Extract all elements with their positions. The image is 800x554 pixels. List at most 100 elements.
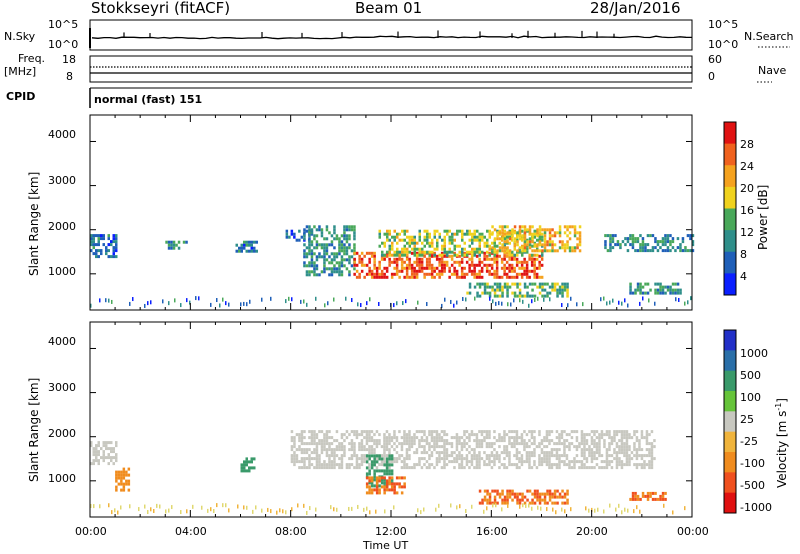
power-cell: [219, 303, 221, 308]
power-cell: [413, 275, 416, 279]
power-cell: [405, 275, 409, 279]
power-cell: [483, 244, 486, 248]
power-cell: [516, 285, 519, 289]
velocity-cell: [654, 491, 657, 495]
velocity-cell: [448, 442, 451, 446]
velocity-cell: [628, 460, 631, 464]
power-cell: [378, 275, 381, 279]
power-cell: [533, 263, 536, 267]
velocity-cell: [448, 460, 451, 464]
velocity-cell: [455, 454, 459, 458]
power-cell: [538, 235, 541, 239]
velocity-cell: [360, 463, 364, 467]
power-cell: [631, 234, 635, 238]
velocity-cell: [418, 457, 421, 461]
velocity-cbar-swatch: [724, 370, 736, 392]
power-cell: [250, 246, 253, 250]
velocity-cell: [310, 433, 314, 437]
velocity-cell: [358, 457, 361, 461]
velocity-cell: [533, 448, 536, 452]
power-cell: [144, 303, 146, 308]
velocity-cell: [420, 457, 424, 461]
power-cell: [97, 240, 100, 244]
velocity-cell: [463, 466, 466, 470]
velocity-cell: [408, 457, 411, 461]
power-cell: [690, 296, 692, 301]
power-cell: [381, 250, 384, 254]
power-cell: [501, 246, 504, 250]
power-cell: [441, 244, 444, 248]
power-cell: [530, 260, 534, 264]
velocity-cell: [385, 430, 389, 434]
velocity-cell: [563, 492, 567, 496]
power-cell: [325, 258, 329, 262]
power-cell: [303, 252, 306, 256]
velocity-cell: [570, 507, 572, 512]
velocity-heatmap: [90, 430, 686, 515]
velocity-cell: [335, 445, 339, 449]
velocity-cell: [373, 439, 376, 443]
velocity-cell: [628, 445, 631, 449]
velocity-cell: [395, 491, 399, 495]
power-cell: [383, 272, 386, 276]
velocity-cell: [545, 460, 549, 464]
power-cell: [551, 246, 554, 250]
velocity-cell: [520, 433, 524, 437]
power-cell: [396, 253, 399, 257]
velocity-cell: [395, 457, 399, 461]
power-cell: [573, 225, 577, 229]
power-cell: [631, 237, 635, 241]
velocity-cell: [458, 463, 461, 467]
power-cell: [573, 228, 577, 232]
power-cell: [345, 237, 349, 241]
power-cell: [669, 291, 672, 295]
velocity-cell: [538, 457, 541, 461]
power-cell: [538, 266, 541, 270]
power-cell: [405, 266, 409, 270]
velocity-cell: [373, 460, 376, 464]
velocity-cell: [485, 442, 489, 446]
power-cell: [430, 254, 434, 258]
velocity-cell: [443, 430, 446, 434]
power-cell: [503, 225, 507, 229]
power-cell: [604, 240, 607, 244]
velocity-cell: [368, 448, 371, 452]
power-cell: [285, 229, 289, 233]
velocity-cell: [393, 448, 396, 452]
power-cell: [343, 252, 346, 256]
velocity-cell: [478, 460, 481, 464]
power-cell: [403, 229, 406, 233]
velocity-cell: [651, 497, 655, 501]
velocity-cell: [114, 508, 116, 513]
velocity-cell: [640, 448, 644, 452]
power-cell: [490, 272, 494, 276]
velocity-cell: [248, 460, 251, 464]
power-cell: [378, 229, 381, 233]
velocity-cell: [390, 454, 394, 458]
velocity-cell: [460, 436, 464, 440]
velocity-cell: [511, 492, 514, 496]
power-cell: [671, 237, 675, 241]
power-cell: [481, 232, 484, 236]
power-cell: [634, 237, 637, 241]
power-cell: [541, 288, 544, 292]
velocity-cell: [375, 469, 379, 473]
power-cell: [558, 225, 562, 229]
velocity-cell: [125, 482, 128, 486]
velocity-cell: [370, 488, 374, 492]
velocity-cell: [92, 459, 95, 463]
velocity-cell: [608, 463, 611, 467]
velocity-cell: [635, 454, 639, 458]
velocity-cell: [370, 491, 374, 495]
power-cell: [481, 282, 484, 286]
velocity-cell: [615, 445, 619, 449]
power-cell: [433, 235, 436, 239]
power-cell: [462, 296, 464, 301]
power-cell: [503, 269, 506, 273]
velocity-cell: [535, 466, 539, 470]
power-cell: [413, 235, 416, 239]
velocity-cell: [573, 466, 576, 470]
velocity-cell: [490, 454, 494, 458]
velocity-cell: [603, 466, 606, 470]
power-cell: [664, 243, 667, 247]
